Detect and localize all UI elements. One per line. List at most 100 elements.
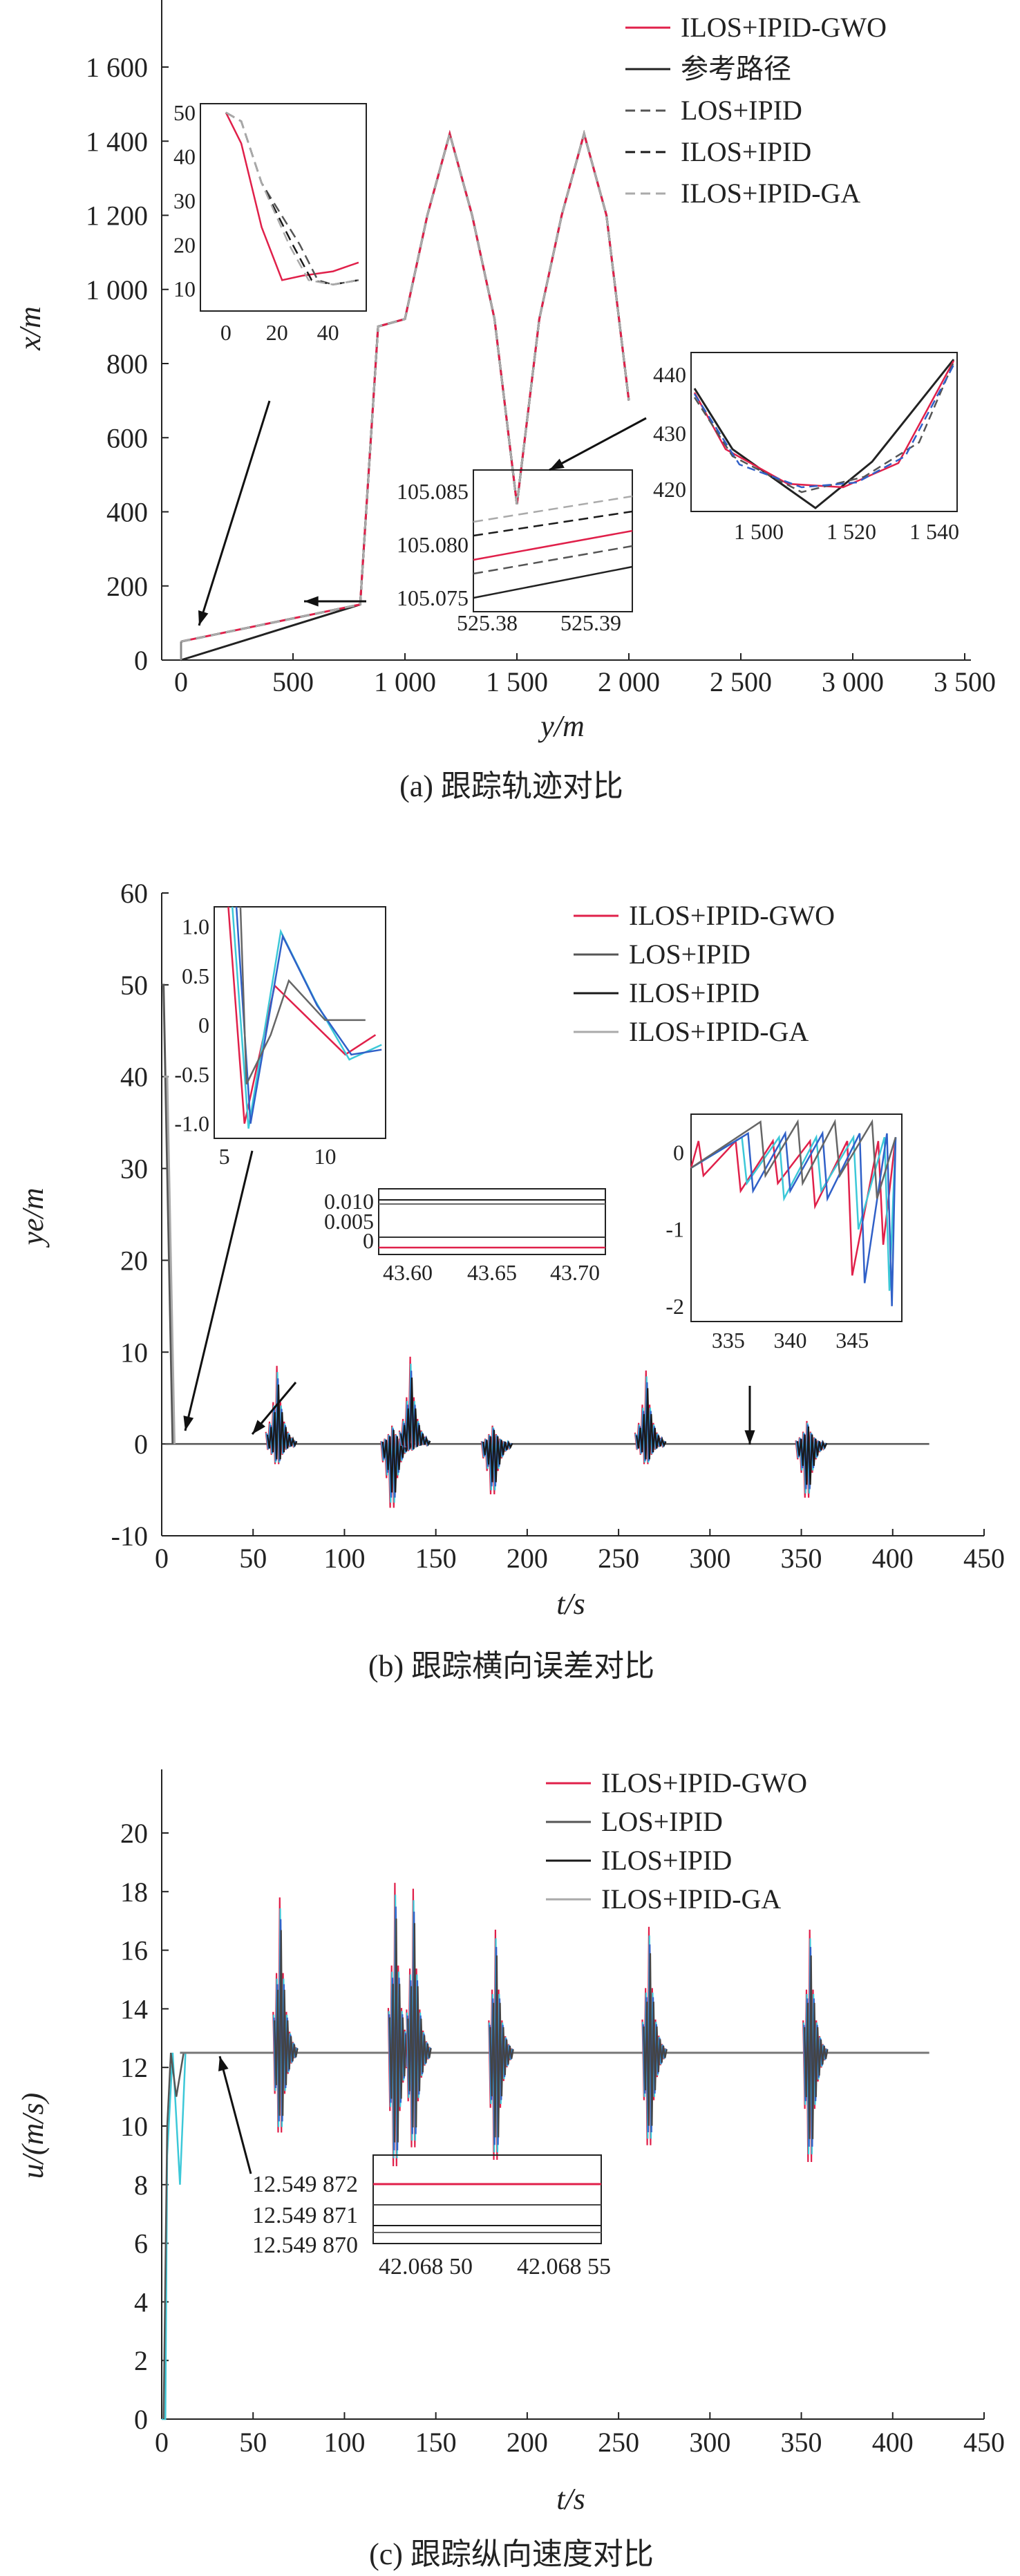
panel-b-ticks: 0 50 100 150 200 250 300 350 400 450-100102030405…	[111, 878, 1005, 1574]
inset-tick-label: 0	[198, 1013, 209, 1037]
x-tick-label: 100	[323, 1543, 365, 1574]
inset-series	[690, 1118, 897, 1199]
inset-tick-label: 20	[266, 320, 288, 345]
panel-b-ylabel: ye/m	[16, 1187, 50, 1248]
y-tick-label: 1 000	[86, 274, 148, 305]
legend-label: LOS+IPID	[681, 95, 802, 126]
x-tick-label: 0	[155, 1543, 169, 1574]
series-burst	[267, 1384, 298, 1460]
legend-label: ILOS+IPID-GWO	[681, 12, 887, 43]
inset-tick-label: 20	[173, 232, 196, 257]
annotation-arrowhead	[183, 1416, 194, 1431]
legend-label: ILOS+IPID-GWO	[629, 900, 835, 931]
panel-b-plot	[162, 984, 929, 1508]
inset-tick-label: 12.549 872	[252, 2172, 358, 2197]
inset-tick-label: 5	[219, 1144, 230, 1169]
x-tick-label: 300	[689, 2427, 730, 2458]
inset-tick-label: 12.549 870	[252, 2232, 358, 2258]
inset-tick-label: 43.60	[383, 1260, 433, 1285]
panel-a-caption: (a) 跟踪轨迹对比	[399, 769, 623, 803]
y-tick-label: 16	[120, 1935, 148, 1966]
panel-a-xlabel: y/m	[538, 709, 585, 743]
series-startup	[162, 2052, 187, 2420]
y-tick-label: 0	[134, 645, 148, 676]
inset-series	[690, 1134, 897, 1291]
inset-tick-label: -2	[665, 1294, 684, 1319]
x-tick-label: 300	[689, 1543, 730, 1574]
inset-tick-label: 1 540	[909, 519, 959, 544]
x-tick-label: 1 500	[486, 666, 548, 697]
y-tick-label: 14	[120, 1993, 148, 2024]
inset-tick-label: 0	[673, 1140, 684, 1165]
inset-initial	[214, 906, 386, 1139]
inset-tick-label: 1 500	[734, 519, 784, 544]
inset-tick-label: 12.549 871	[252, 2203, 358, 2228]
x-tick-label: 2 500	[710, 666, 772, 697]
x-tick-label: 350	[781, 2427, 822, 2458]
inset-tick-label: 430	[653, 421, 686, 446]
inset-series	[225, 111, 359, 285]
y-tick-label: 600	[106, 422, 148, 453]
panel-a: 0 500 1 000 1 500 2 000 2 500 3 000 3 500200400…	[13, 0, 996, 803]
y-tick-label: 10	[120, 2111, 148, 2142]
inset-series	[473, 565, 633, 599]
series-initial-spike	[163, 1075, 176, 1445]
x-tick-label: 3 000	[822, 666, 884, 697]
legend-label: ILOS+IPID-GA	[601, 1883, 781, 1915]
inset-tick-label: 340	[774, 1328, 807, 1353]
x-tick-label: 200	[507, 2427, 548, 2458]
legend-label: ILOS+IPID	[681, 136, 811, 167]
panel-c-plot	[162, 1883, 929, 2420]
inset-tick-label: 420	[653, 477, 686, 502]
y-tick-label: 1 200	[86, 200, 148, 232]
panel-b: 0 50 100 150 200 250 300 350 400 450-100102030405…	[16, 878, 1005, 1683]
annotation-arrowhead	[549, 458, 565, 470]
annotation-arrowhead	[252, 1420, 266, 1434]
inset-segment	[473, 469, 633, 612]
x-tick-label: 100	[323, 2427, 365, 2458]
inset-series	[239, 906, 366, 1085]
x-tick-label: 150	[415, 1543, 457, 1574]
inset-tick-label: 1.0	[182, 914, 209, 939]
inset-series	[225, 111, 359, 285]
x-tick-label: 400	[872, 2427, 914, 2458]
series-initial-spike	[162, 984, 174, 1445]
y-tick-label: 1 400	[86, 126, 148, 157]
inset-series	[693, 364, 955, 489]
panel-b-legend: ILOS+IPID-GWO LOS+IPID ILOS+IPID ILOS+IPID-…	[574, 900, 835, 1047]
inset-velocity	[372, 2154, 602, 2244]
inset-tick-label: 0.010	[324, 1189, 374, 1214]
inset-tick-label: 50	[173, 100, 196, 125]
annotation-arrowhead	[304, 596, 319, 607]
series-burst	[400, 1378, 431, 1449]
inset-tick-label: -0.5	[174, 1062, 209, 1087]
inset-tick-label: 43.65	[467, 1260, 517, 1285]
y-tick-label: -10	[111, 1521, 148, 1552]
panel-b-caption: (b) 跟踪横向误差对比	[368, 1649, 654, 1683]
inset-series	[693, 359, 955, 509]
inset-series	[473, 495, 633, 523]
annotation-arrow	[198, 400, 271, 626]
series-burst	[489, 1955, 514, 2138]
y-tick-label: 50	[120, 970, 148, 1001]
series-line	[180, 129, 630, 643]
inset-series	[227, 906, 377, 1124]
legend-label: ILOS+IPID-GA	[629, 1016, 809, 1047]
inset-tick-label: 42.068 55	[517, 2254, 611, 2279]
series-burst	[274, 1930, 299, 2116]
x-tick-label: 0	[155, 2427, 169, 2458]
legend-label: ILOS+IPID-GA	[681, 178, 860, 209]
inset-series	[225, 111, 359, 285]
panel-c-legend: ILOS+IPID-GWO LOS+IPID ILOS+IPID ILOS+IPID-…	[546, 1767, 807, 1915]
inset-tick-label: 10	[314, 1144, 336, 1169]
annotation-arrow	[184, 1150, 254, 1431]
annotation-arrow	[549, 417, 647, 471]
panel-a-ylabel: x/m	[13, 306, 47, 351]
y-tick-label: 200	[106, 571, 148, 602]
series-line	[180, 129, 630, 643]
panel-c-ticks: 0 50 100 150 200 250 300 350 400 450 0 2 4 6 8 10 12 14 16…	[120, 1769, 1005, 2458]
series-line	[180, 129, 630, 643]
inset-tick-label: 105.085	[397, 479, 469, 504]
inset-tick-label: 345	[835, 1328, 869, 1353]
inset-tick-label: 105.075	[397, 585, 469, 610]
